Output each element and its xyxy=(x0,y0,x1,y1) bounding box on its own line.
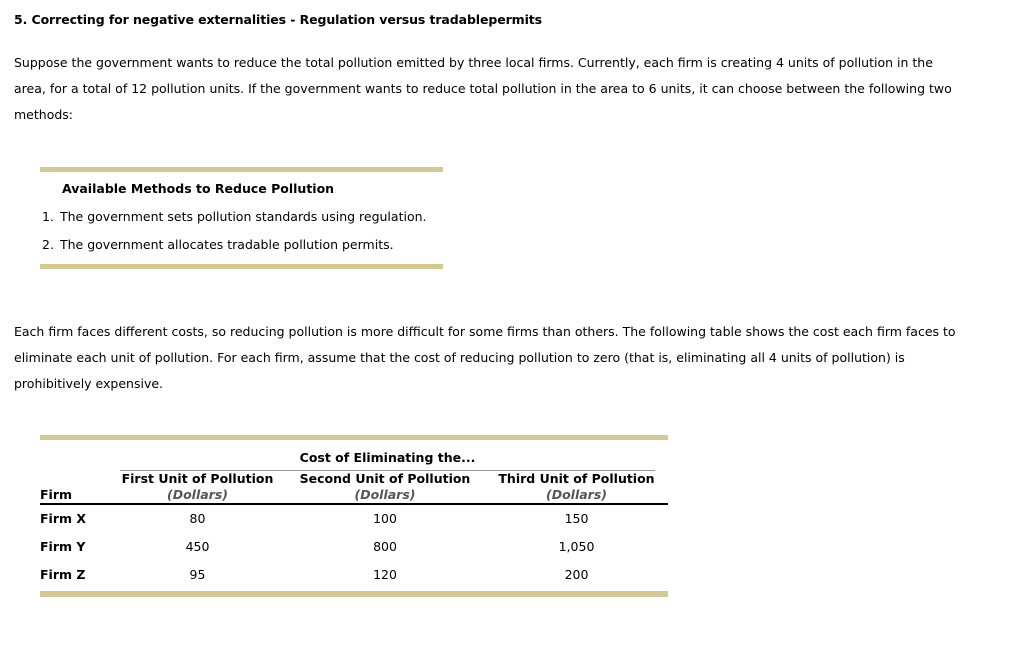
firm-name-cell: Firm Z xyxy=(40,566,86,582)
methods-box-heading: Available Methods to Reduce Pollution xyxy=(62,181,335,196)
method-item-number: 2. xyxy=(42,237,54,252)
spanning-header-row: Cost of Eliminating the... xyxy=(40,440,668,471)
column-header-second-unit: Second Unit of Pollution xyxy=(299,471,471,486)
spanning-header-label: Cost of Eliminating the... xyxy=(120,440,656,471)
worksheet-page: 5. Correcting for negative externalities… xyxy=(0,13,1024,597)
cost-value-cell: 450 xyxy=(185,538,210,554)
column-unit-label: (Dollars) xyxy=(285,487,485,505)
column-header-row: First Unit of Pollution Second Unit of P… xyxy=(40,471,668,487)
cost-value-cell: 95 xyxy=(189,566,206,582)
table-row-firm-x: Firm X 80 100 150 xyxy=(40,504,668,532)
table-row-firm-z: Firm Z 95 120 200 xyxy=(40,560,668,588)
page-title: 5. Correcting for negative externalities… xyxy=(14,12,542,27)
column-header-third-unit: Third Unit of Pollution xyxy=(498,471,655,486)
cost-value-cell: 150 xyxy=(564,511,589,526)
cost-value-cell: 120 xyxy=(373,566,397,582)
cost-value-cell: 200 xyxy=(564,566,589,582)
cost-value-cell: 1,050 xyxy=(558,538,595,554)
method-item-label: The government allocates tradable pollut… xyxy=(60,237,394,252)
column-unit-label: (Dollars) xyxy=(110,487,285,505)
firm-column-header: Firm xyxy=(40,487,110,505)
firm-name-cell: Firm Y xyxy=(40,538,86,554)
cost-value-cell: 80 xyxy=(189,511,206,526)
cost-value-cell: 100 xyxy=(373,511,397,526)
method-item: 1. The government sets pollution standar… xyxy=(40,207,443,227)
column-header-first-unit: First Unit of Pollution xyxy=(121,471,274,486)
intro-paragraph: Suppose the government wants to reduce t… xyxy=(14,55,952,122)
method-item-label: The government sets pollution standards … xyxy=(60,209,427,224)
firm-name-cell: Firm X xyxy=(40,511,87,526)
method-item-number: 1. xyxy=(42,209,54,224)
spacer-cell xyxy=(40,471,110,487)
cost-table-container: Cost of Eliminating the... First Unit of… xyxy=(40,435,669,597)
spacer-cell xyxy=(40,440,110,471)
method-item: 2. The government allocates tradable pol… xyxy=(40,235,443,255)
cost-table: Cost of Eliminating the... First Unit of… xyxy=(40,440,669,588)
methods-box: Available Methods to Reduce Pollution 1.… xyxy=(40,167,443,269)
body-paragraph: Each firm faces different costs, so redu… xyxy=(14,324,956,391)
unit-header-row: Firm (Dollars) (Dollars) (Dollars) xyxy=(40,487,669,505)
column-unit-label: (Dollars) xyxy=(485,487,669,505)
spanning-header-cell: Cost of Eliminating the... xyxy=(110,440,668,471)
cost-value-cell: 800 xyxy=(373,538,397,554)
table-row-firm-y: Firm Y 450 800 1,050 xyxy=(40,532,668,560)
